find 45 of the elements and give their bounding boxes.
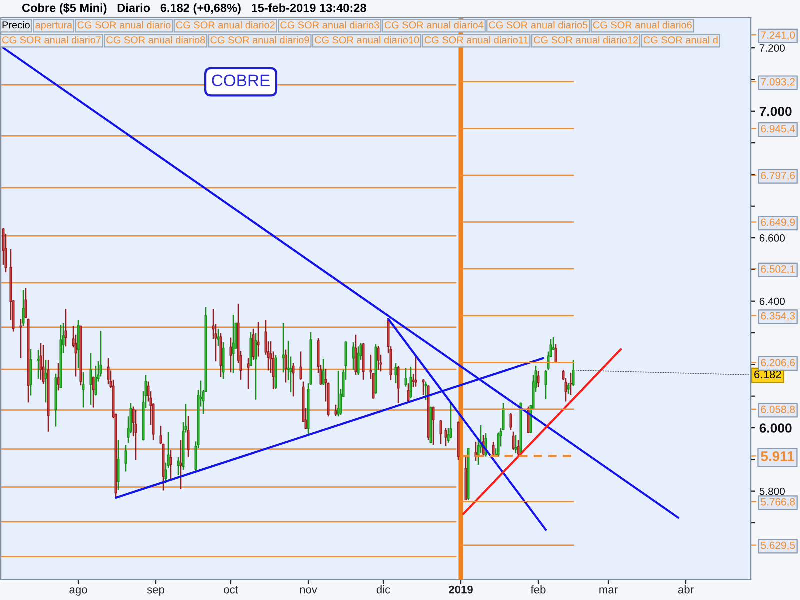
y2-tick-label: 6.502,1: [761, 266, 795, 274]
x-tick-label: nov: [300, 588, 318, 594]
chart-title: Cobre ($5 Mini) Diario 6.182 (+0,68%) 15-feb-2019 13:40:28: [22, 3, 366, 15]
x-tick-label: sep: [147, 588, 164, 596]
annotation: CG SOR anual diario6: [593, 21, 692, 29]
y2-tick-label: 6.058,8: [761, 406, 796, 415]
x-tick-label: abr: [678, 586, 694, 594]
y2-tick-label: 6.206,6: [761, 359, 796, 368]
annotation: CG SOR anual d: [644, 36, 718, 44]
y-tick-label: 6.000: [760, 424, 792, 433]
annotation: CG SOR anual diario2: [176, 21, 275, 29]
annotation: Precio: [2, 21, 30, 29]
annotation: CG SOR anual diario8: [106, 36, 206, 44]
y2-tick-label: 7.241,0: [761, 32, 796, 40]
y2-tick-label: 6.945,4: [761, 125, 796, 134]
y-tick-label: 6.400: [760, 298, 785, 306]
annotation: apertura: [36, 22, 72, 31]
y-tick-label: 7.000: [760, 106, 792, 116]
annotation: CG SOR anual diario12: [534, 36, 638, 44]
annotation: CG SOR anual diario4: [384, 21, 484, 29]
y2-tick-label: 6.797,6: [761, 172, 796, 181]
annotation: CG SOR anual diario7: [2, 36, 101, 44]
y-tick-label: 5.800: [760, 488, 785, 496]
annotation: CG SOR anual diario: [78, 21, 171, 29]
x-tick-label: 2019: [449, 586, 473, 594]
y2-tick-label: 5.766,8: [761, 498, 796, 507]
y-tick-label: 7.200: [760, 44, 785, 52]
y2-tick-label: 5.629,5: [761, 542, 796, 550]
annotation: CG SOR anual diario5: [489, 21, 588, 29]
x-tick-label: mar: [600, 588, 618, 594]
y-tick-label: 6.600: [760, 234, 785, 242]
annotation: 6.182: [754, 370, 782, 379]
x-tick-label: ago: [70, 588, 88, 596]
y2-tick-label: 7.093,2: [761, 78, 795, 87]
y2-tick-label: 5.911: [761, 452, 794, 462]
text: COBRE: [212, 74, 270, 87]
annotation: CG SOR anual diario10: [315, 36, 420, 44]
x-tick-label: oct: [224, 586, 238, 594]
annotation: CG SOR anual diario9: [210, 36, 310, 44]
y2-tick-label: 6.649,9: [761, 218, 795, 228]
y2-tick-label: 6.354,3: [761, 312, 796, 321]
x-tick-label: dic: [376, 586, 390, 594]
annotation: CG SOR anual diario11: [424, 36, 528, 44]
x-tick-label: feb: [530, 586, 546, 594]
annotation: CG SOR anual diario3: [280, 21, 380, 29]
